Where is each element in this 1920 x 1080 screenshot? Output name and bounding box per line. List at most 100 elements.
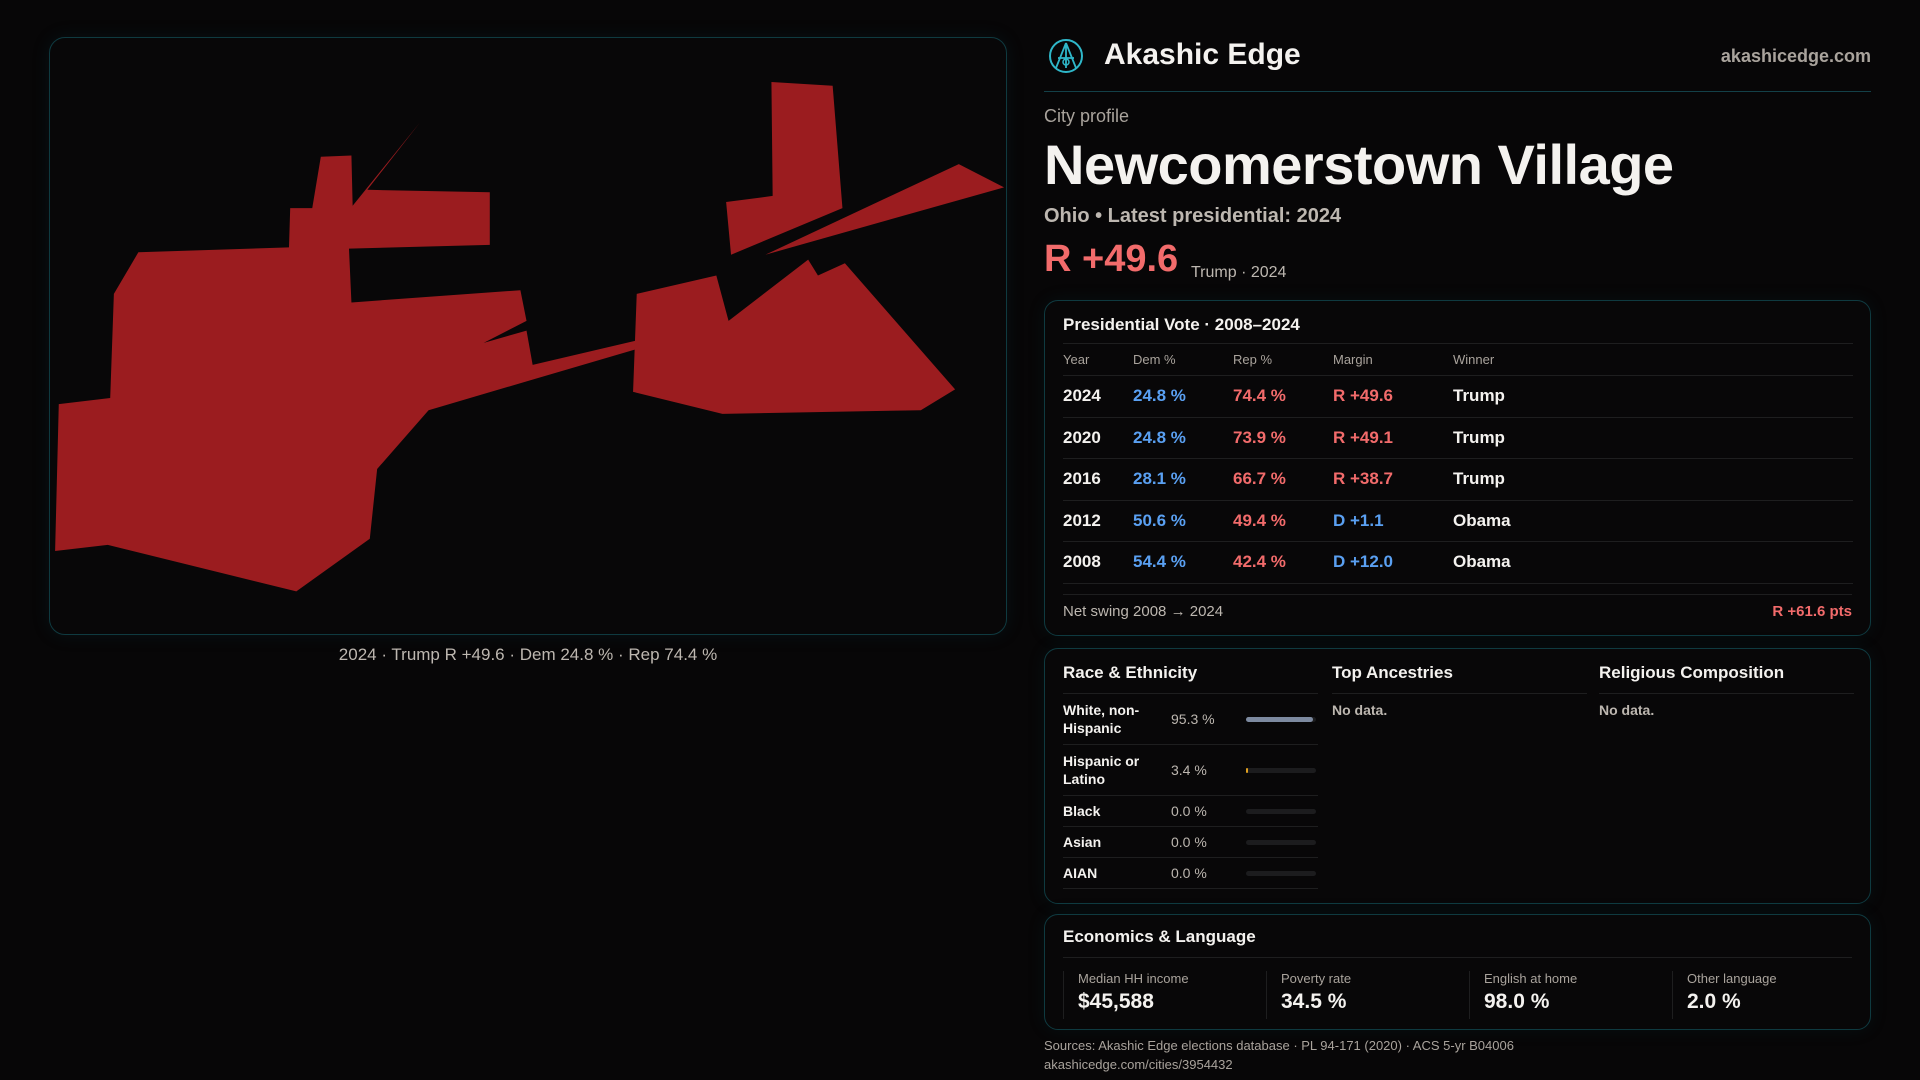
cell-winner: Obama — [1453, 500, 1853, 542]
race-bar — [1246, 839, 1316, 845]
race-percent: 0.0 % — [1171, 865, 1207, 881]
site-link[interactable]: akashicedge.com — [1720, 46, 1871, 66]
table-row: 2008 54.4 % 42.4 % D +12.0 Obama — [1063, 541, 1853, 584]
panel-title: Economics & Language — [1063, 927, 1852, 958]
cell-winner: Trump — [1453, 458, 1853, 501]
stat-label: Median HH income — [1078, 971, 1189, 986]
page-url[interactable]: akashicedge.com/cities/3954432 — [1044, 1057, 1233, 1072]
stat-label: English at home — [1484, 971, 1578, 986]
cell-dem: 24.8 % — [1133, 417, 1233, 459]
map-panel[interactable] — [49, 37, 1007, 635]
page-subtitle: Ohio • Latest presidential: 2024 — [1044, 205, 1342, 227]
section-title: Religious Composition — [1599, 663, 1854, 694]
section-title: Race & Ethnicity — [1063, 663, 1318, 694]
stat-value: 34.5 % — [1281, 990, 1347, 1013]
cell-year: 2020 — [1063, 417, 1133, 459]
stat-value: $45,588 — [1078, 990, 1154, 1013]
cell-rep: 66.7 % — [1233, 458, 1333, 501]
net-swing-value: R +61.6 pts — [1772, 603, 1852, 620]
race-row: Asian 0.0 % — [1063, 827, 1318, 858]
cell-winner: Obama — [1453, 541, 1853, 584]
table-row: 2016 28.1 % 66.7 % R +38.7 Trump — [1063, 458, 1853, 501]
cell-margin: D +12.0 — [1333, 541, 1453, 584]
column-header: Winner — [1453, 343, 1853, 376]
race-bar — [1246, 767, 1316, 773]
table-row: 2012 50.6 % 49.4 % D +1.1 Obama — [1063, 500, 1853, 542]
race-percent: 0.0 % — [1171, 803, 1207, 819]
stat-other-language: Other language 2.0 % — [1672, 971, 1875, 1019]
table-row: 2024 24.8 % 74.4 % R +49.6 Trump — [1063, 375, 1853, 418]
stat-label: Poverty rate — [1281, 971, 1352, 986]
page-kicker: City profile — [1044, 106, 1130, 126]
race-label: Asian — [1063, 834, 1102, 850]
race-percent: 3.4 % — [1171, 762, 1207, 778]
race-percent: 95.3 % — [1171, 711, 1215, 727]
cell-margin: D +1.1 — [1333, 500, 1453, 542]
race-label: AIAN — [1063, 865, 1098, 881]
cell-rep: 49.4 % — [1233, 500, 1333, 542]
cell-dem: 24.8 % — [1133, 375, 1233, 418]
stat-value: 2.0 % — [1687, 990, 1741, 1013]
stat-english-at-home: English at home 98.0 % — [1469, 971, 1672, 1019]
race-bar-fill — [1246, 767, 1249, 773]
net-swing: Net swing 2008 → 2024 R +61.6 pts — [1063, 594, 1852, 620]
cell-year: 2024 — [1063, 375, 1133, 418]
race-row: AIAN 0.0 % — [1063, 858, 1318, 889]
race-bar — [1246, 716, 1316, 722]
cell-winner: Trump — [1453, 375, 1853, 418]
race-bar — [1246, 870, 1316, 876]
economics-language-panel: Economics & Language Median HH income $45… — [1044, 914, 1871, 1030]
latest-margin-note: Trump · 2024 — [1191, 264, 1287, 281]
cell-rep: 74.4 % — [1233, 375, 1333, 418]
cell-dem: 54.4 % — [1133, 541, 1233, 584]
header: Akashic Edge akashicedge.com — [1044, 36, 1871, 92]
cell-dem: 50.6 % — [1133, 500, 1233, 542]
akashic-edge-logo-icon — [1049, 39, 1083, 73]
religious-composition-section: Religious Composition No data. — [1599, 663, 1854, 718]
sources-text: Sources: Akashic Edge elections database… — [1044, 1038, 1514, 1053]
panel-title: Presidential Vote · 2008–2024 — [1063, 315, 1300, 334]
race-row: Hispanic or Latino 3.4 % — [1063, 745, 1318, 796]
brand-name: Akashic Edge — [1104, 38, 1301, 71]
net-swing-label: Net swing 2008 → 2024 — [1063, 603, 1224, 620]
table-row: 2020 24.8 % 73.9 % R +49.1 Trump — [1063, 417, 1853, 459]
stat-poverty-rate: Poverty rate 34.5 % — [1266, 971, 1469, 1019]
cell-year: 2012 — [1063, 500, 1133, 542]
column-header: Rep % — [1233, 343, 1333, 376]
cell-winner: Trump — [1453, 417, 1853, 459]
section-title: Top Ancestries — [1332, 663, 1587, 694]
race-row: Black 0.0 % — [1063, 796, 1318, 827]
column-header: Year — [1063, 343, 1133, 376]
empty-state: No data. — [1599, 702, 1655, 718]
cell-margin: R +49.6 — [1333, 375, 1453, 418]
cell-margin: R +38.7 — [1333, 458, 1453, 501]
cell-rep: 73.9 % — [1233, 417, 1333, 459]
latest-margin: R +49.6 — [1044, 238, 1179, 280]
column-header: Margin — [1333, 343, 1453, 376]
page-title: Newcomerstown Village — [1044, 133, 1674, 196]
vote-table: Year Dem % Rep % Margin Winner 2024 24.8 … — [1063, 343, 1853, 584]
map-caption: 2024 · Trump R +49.6 · Dem 24.8 % · Rep … — [338, 645, 718, 664]
cell-rep: 42.4 % — [1233, 541, 1333, 584]
stat-median-income: Median HH income $45,588 — [1063, 971, 1266, 1019]
race-label: White, non-Hispanic — [1063, 702, 1140, 736]
race-bar — [1246, 808, 1316, 814]
demographics-panel: Race & Ethnicity White, non-Hispanic 95.3… — [1044, 648, 1871, 904]
stat-label: Other language — [1687, 971, 1777, 986]
race-label: Black — [1063, 803, 1101, 819]
empty-state: No data. — [1332, 702, 1388, 718]
race-percent: 0.0 % — [1171, 834, 1207, 850]
column-header: Dem % — [1133, 343, 1233, 376]
race-bar-fill — [1246, 716, 1313, 722]
cell-margin: R +49.1 — [1333, 417, 1453, 459]
cell-dem: 28.1 % — [1133, 458, 1233, 501]
cell-year: 2016 — [1063, 458, 1133, 501]
footer: Sources: Akashic Edge elections database… — [1044, 1036, 1514, 1074]
top-ancestries-section: Top Ancestries No data. — [1332, 663, 1587, 718]
stat-value: 98.0 % — [1484, 990, 1550, 1013]
cell-year: 2008 — [1063, 541, 1133, 584]
race-row: White, non-Hispanic 95.3 % — [1063, 694, 1318, 745]
race-label: Hispanic or Latino — [1063, 753, 1140, 787]
presidential-vote-panel: Presidential Vote · 2008–2024 Year Dem %… — [1044, 300, 1871, 636]
race-ethnicity-section: Race & Ethnicity White, non-Hispanic 95.3… — [1063, 663, 1318, 889]
